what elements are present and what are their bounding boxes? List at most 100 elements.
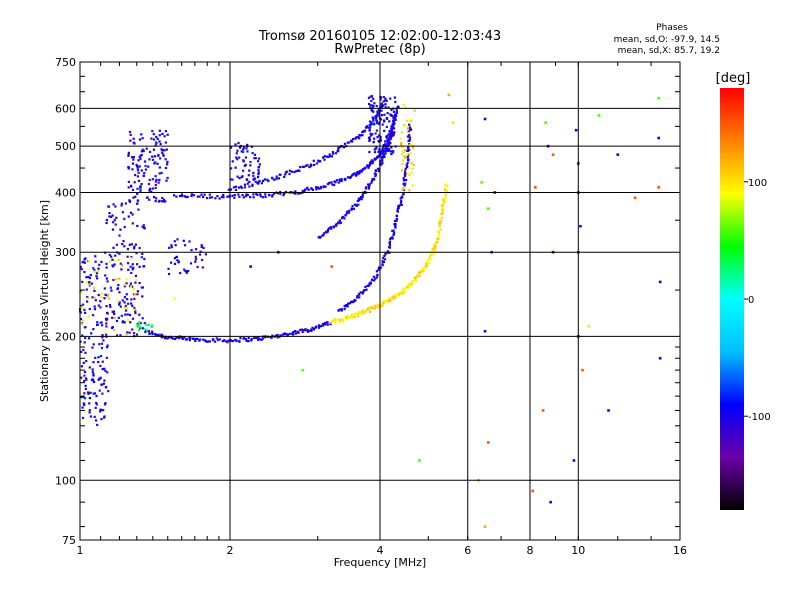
data-point bbox=[392, 297, 395, 300]
data-point bbox=[358, 198, 361, 201]
data-point bbox=[247, 340, 250, 343]
data-point bbox=[375, 104, 378, 108]
data-point bbox=[380, 114, 384, 117]
data-point bbox=[364, 126, 368, 129]
data-point bbox=[407, 286, 411, 289]
data-point bbox=[252, 171, 255, 174]
data-point bbox=[202, 246, 205, 250]
data-point bbox=[371, 133, 374, 136]
data-point bbox=[143, 160, 147, 163]
data-point bbox=[367, 102, 371, 106]
data-point bbox=[357, 314, 360, 318]
data-point bbox=[160, 336, 163, 339]
data-point bbox=[343, 142, 347, 145]
data-point bbox=[103, 331, 106, 335]
data-point bbox=[136, 324, 139, 327]
data-point bbox=[136, 164, 139, 168]
data-point bbox=[388, 297, 391, 300]
data-point bbox=[372, 104, 375, 108]
data-point bbox=[368, 150, 371, 154]
data-point bbox=[307, 188, 310, 192]
data-point bbox=[129, 133, 132, 137]
data-point bbox=[164, 130, 167, 133]
data-point bbox=[402, 193, 405, 196]
data-point bbox=[549, 500, 552, 504]
data-point bbox=[389, 299, 392, 302]
data-point bbox=[435, 237, 439, 240]
data-point bbox=[382, 104, 385, 107]
data-point bbox=[383, 119, 386, 122]
data-point bbox=[402, 150, 405, 153]
data-point bbox=[358, 170, 361, 173]
data-point bbox=[403, 148, 406, 152]
data-point bbox=[271, 334, 274, 337]
data-point bbox=[344, 177, 347, 181]
data-point bbox=[407, 283, 410, 286]
chart-subtitle: RwPretec (8p) bbox=[334, 42, 425, 57]
data-point bbox=[350, 300, 354, 303]
data-point bbox=[108, 260, 112, 263]
data-point bbox=[166, 176, 169, 180]
data-point bbox=[150, 325, 153, 328]
data-point bbox=[166, 160, 169, 163]
data-point bbox=[139, 154, 142, 157]
data-point bbox=[234, 143, 237, 146]
data-point bbox=[353, 315, 357, 318]
data-point bbox=[315, 188, 318, 191]
data-point bbox=[154, 144, 157, 147]
data-point bbox=[373, 151, 377, 154]
data-point bbox=[387, 133, 390, 136]
data-point bbox=[395, 110, 398, 113]
data-point bbox=[103, 379, 106, 382]
data-point bbox=[88, 409, 91, 412]
data-point bbox=[140, 133, 143, 136]
data-point bbox=[431, 247, 434, 250]
data-point bbox=[161, 149, 164, 152]
data-point bbox=[314, 325, 318, 328]
data-point bbox=[127, 186, 130, 189]
data-point bbox=[310, 187, 313, 190]
data-point bbox=[99, 408, 102, 411]
data-point bbox=[283, 332, 286, 335]
data-point bbox=[397, 293, 401, 296]
data-point bbox=[229, 339, 233, 342]
data-point bbox=[372, 110, 375, 113]
data-point bbox=[133, 247, 136, 250]
data-point bbox=[658, 356, 662, 360]
data-point bbox=[113, 312, 116, 316]
data-point bbox=[136, 175, 140, 178]
data-point bbox=[83, 326, 86, 329]
data-point bbox=[139, 157, 142, 160]
data-point bbox=[129, 139, 132, 142]
data-point bbox=[117, 299, 120, 302]
data-point bbox=[196, 337, 199, 341]
data-point bbox=[107, 390, 110, 393]
data-point bbox=[243, 183, 247, 186]
data-point bbox=[158, 134, 161, 137]
data-point bbox=[415, 279, 418, 282]
data-point bbox=[444, 196, 447, 199]
data-point bbox=[332, 319, 335, 322]
data-point bbox=[162, 153, 165, 156]
data-point bbox=[121, 242, 124, 246]
data-point bbox=[178, 194, 182, 198]
data-point bbox=[302, 329, 305, 332]
data-point bbox=[394, 100, 397, 104]
data-point bbox=[377, 112, 380, 115]
data-point bbox=[180, 335, 183, 339]
y-tick-label: 200 bbox=[55, 330, 76, 343]
data-point bbox=[129, 321, 132, 324]
data-point bbox=[238, 195, 241, 198]
data-point bbox=[152, 133, 155, 136]
data-point bbox=[395, 219, 398, 222]
data-point bbox=[393, 296, 397, 299]
data-point bbox=[385, 301, 388, 304]
data-point bbox=[377, 170, 380, 173]
data-point bbox=[247, 336, 250, 340]
data-point bbox=[443, 200, 447, 203]
data-point bbox=[158, 199, 161, 203]
data-point bbox=[124, 313, 127, 316]
data-point bbox=[361, 309, 364, 312]
data-point bbox=[83, 270, 86, 274]
data-point bbox=[388, 136, 391, 139]
